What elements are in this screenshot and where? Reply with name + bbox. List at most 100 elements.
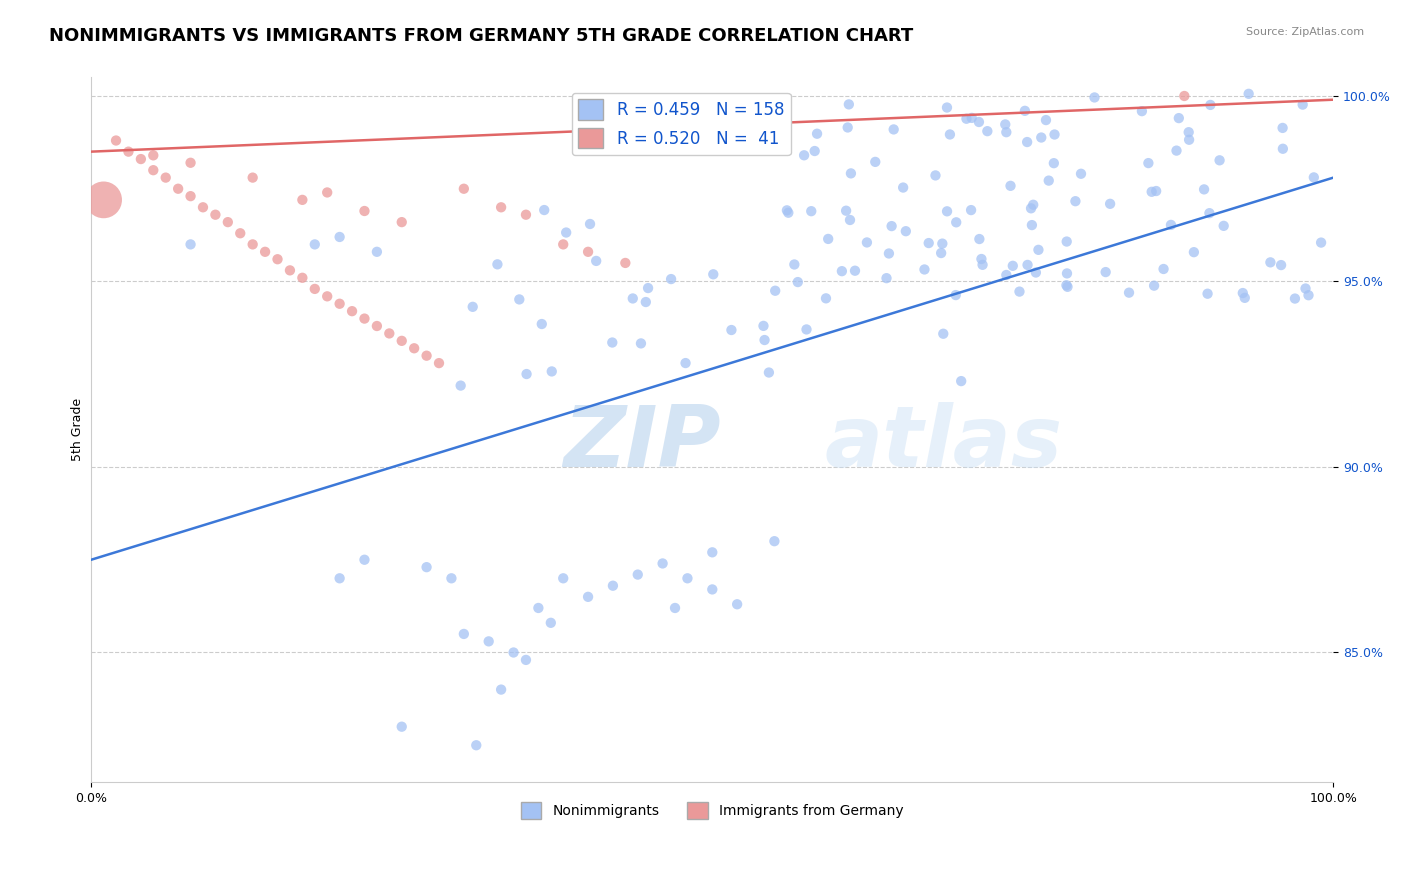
Point xyxy=(814,291,837,305)
Point xyxy=(844,263,866,277)
Point xyxy=(291,193,314,207)
Point xyxy=(630,336,652,351)
Point xyxy=(1232,286,1254,301)
Point xyxy=(754,333,776,347)
Point xyxy=(453,627,475,641)
Point xyxy=(191,200,214,214)
Point xyxy=(651,557,673,571)
Point xyxy=(1031,130,1053,145)
Point xyxy=(891,180,914,194)
Point xyxy=(1302,170,1324,185)
Point xyxy=(634,295,657,310)
Point xyxy=(142,148,165,162)
Point xyxy=(763,284,786,298)
Point xyxy=(838,97,860,112)
Point xyxy=(530,317,553,331)
Point xyxy=(967,115,990,129)
Point xyxy=(877,246,900,260)
Point xyxy=(817,232,839,246)
Point xyxy=(1208,153,1230,168)
Point xyxy=(894,224,917,238)
Point xyxy=(1054,278,1077,293)
Point xyxy=(1199,98,1222,112)
Point xyxy=(180,189,202,203)
Point xyxy=(796,322,818,336)
Point xyxy=(489,682,512,697)
Point xyxy=(1056,235,1078,249)
Point xyxy=(720,323,742,337)
Point xyxy=(1153,262,1175,277)
Point xyxy=(1017,258,1039,272)
Point xyxy=(1270,258,1292,272)
Point xyxy=(353,553,375,567)
Point xyxy=(391,720,413,734)
Point xyxy=(329,230,352,244)
Point xyxy=(955,112,977,126)
Point xyxy=(945,215,967,229)
Point xyxy=(725,597,748,611)
Point xyxy=(786,275,808,289)
Point xyxy=(1173,89,1195,103)
Point xyxy=(995,125,1018,139)
Point xyxy=(1192,182,1215,196)
Point xyxy=(1070,167,1092,181)
Point xyxy=(329,571,352,585)
Point xyxy=(579,217,602,231)
Point xyxy=(839,166,862,180)
Point xyxy=(533,202,555,217)
Point xyxy=(936,204,959,219)
Point xyxy=(924,169,946,183)
Point xyxy=(242,237,264,252)
Point xyxy=(936,101,959,115)
Point xyxy=(180,237,202,252)
Point xyxy=(453,182,475,196)
Point xyxy=(1000,178,1022,193)
Point xyxy=(585,254,607,268)
Point xyxy=(254,244,277,259)
Point xyxy=(1310,235,1333,250)
Point xyxy=(945,288,967,302)
Point xyxy=(778,205,800,219)
Point xyxy=(353,204,375,219)
Point xyxy=(304,237,326,252)
Point xyxy=(1022,198,1045,212)
Point xyxy=(702,545,724,559)
Point xyxy=(1130,104,1153,119)
Point xyxy=(1198,206,1220,220)
Point xyxy=(1056,267,1078,281)
Point xyxy=(800,204,823,219)
Point xyxy=(1271,142,1294,156)
Point xyxy=(461,300,484,314)
Point xyxy=(1237,87,1260,101)
Point xyxy=(970,252,993,266)
Text: ZIP: ZIP xyxy=(564,402,721,485)
Point xyxy=(950,374,973,388)
Y-axis label: 5th Grade: 5th Grade xyxy=(72,399,84,461)
Point xyxy=(515,653,537,667)
Point xyxy=(1099,196,1122,211)
Point xyxy=(960,111,983,125)
Point xyxy=(931,236,953,251)
Point xyxy=(1017,135,1039,149)
Point xyxy=(440,571,463,585)
Point xyxy=(1025,266,1047,280)
Point xyxy=(93,193,115,207)
Point xyxy=(776,203,799,218)
Point xyxy=(1197,286,1219,301)
Point xyxy=(976,124,998,138)
Point xyxy=(856,235,879,250)
Point xyxy=(1028,243,1050,257)
Point xyxy=(378,326,401,341)
Point xyxy=(427,356,450,370)
Point xyxy=(1271,120,1294,135)
Point xyxy=(1038,173,1060,187)
Point xyxy=(914,262,936,277)
Point xyxy=(1260,255,1282,269)
Point xyxy=(614,256,637,270)
Point xyxy=(1143,278,1166,293)
Point xyxy=(1008,285,1031,299)
Point xyxy=(217,215,239,229)
Point xyxy=(1144,184,1167,198)
Point xyxy=(555,226,578,240)
Point xyxy=(1043,156,1066,170)
